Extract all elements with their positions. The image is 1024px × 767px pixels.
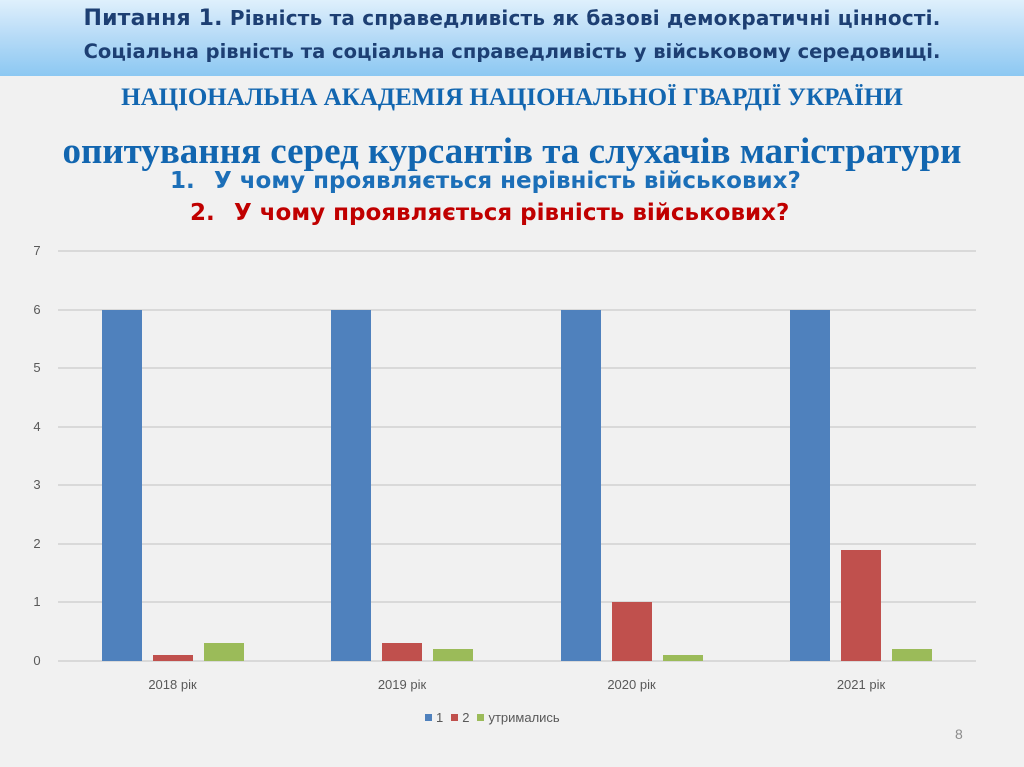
y-axis-tick-label: 6 bbox=[33, 301, 41, 317]
bar-series-3 bbox=[892, 649, 933, 661]
y-axis-tick-label: 2 bbox=[33, 535, 41, 551]
x-axis-category-label: 2018 рік bbox=[148, 677, 197, 692]
legend-label-2: 2 bbox=[462, 710, 470, 725]
x-axis-category-label: 2019 рік bbox=[377, 677, 427, 692]
bar-series-1 bbox=[101, 309, 142, 661]
page-number: 8 bbox=[955, 726, 963, 742]
header-line-2: Соціальна рівність та соціальна справедл… bbox=[83, 40, 941, 63]
gridline bbox=[58, 660, 976, 662]
legend-item-abstained: утримались bbox=[477, 710, 560, 725]
question-2-number: 2. bbox=[190, 200, 215, 226]
academy-title: НАЦІОНАЛЬНА АКАДЕМІЯ НАЦІОНАЛЬНОЇ ГВАРДІ… bbox=[121, 84, 903, 111]
gridline bbox=[58, 601, 976, 604]
y-axis-tick-label: 3 bbox=[33, 477, 41, 493]
bar-series-3 bbox=[433, 649, 474, 661]
x-axis-category-label: 2021 рік bbox=[836, 677, 886, 692]
legend-item-2: 2 bbox=[451, 710, 469, 725]
legend-swatch-blue-icon bbox=[425, 714, 432, 721]
bar-series-1 bbox=[790, 309, 831, 661]
slide-header: Питання 1. Рівність та справедливість як… bbox=[0, 0, 1024, 76]
header-line-1-text: Рівність та справедливість як базові дем… bbox=[222, 6, 941, 30]
question-1: 1. У чому проявляється нерівність військо… bbox=[170, 168, 801, 194]
legend-label-abstained: утримались bbox=[488, 710, 560, 725]
y-axis-tick-label: 7 bbox=[33, 243, 41, 258]
chart-legend: 1 2 утримались bbox=[425, 710, 560, 725]
gridline bbox=[58, 308, 976, 311]
gridline bbox=[58, 542, 976, 545]
legend-item-1: 1 bbox=[425, 710, 443, 725]
legend-label-1: 1 bbox=[436, 710, 444, 725]
gridline bbox=[58, 425, 976, 428]
header-line-1: Питання 1. Рівність та справедливість як… bbox=[0, 6, 1024, 31]
survey-title: опитування серед курсантів та слухачів м… bbox=[62, 131, 962, 172]
bar-series-3 bbox=[203, 643, 244, 661]
question-2: 2. У чому проявляється рівність військови… bbox=[190, 200, 789, 226]
gridline bbox=[58, 367, 976, 370]
question-label: Питання 1. bbox=[83, 6, 223, 31]
question-2-text: У чому проявляється рівність військових? bbox=[234, 200, 790, 226]
gridline bbox=[58, 250, 976, 252]
y-axis-tick-label: 5 bbox=[33, 360, 41, 376]
bar-series-2 bbox=[382, 643, 423, 661]
bar-series-2 bbox=[841, 549, 882, 661]
legend-swatch-red-icon bbox=[451, 714, 459, 721]
legend-swatch-green-icon bbox=[477, 714, 485, 721]
bar-series-2 bbox=[152, 655, 193, 661]
y-axis-tick-label: 4 bbox=[33, 418, 41, 434]
x-axis-category-label: 2020 рік bbox=[607, 677, 656, 692]
bar-series-2 bbox=[611, 602, 652, 661]
bar-series-3 bbox=[662, 655, 703, 661]
y-axis-tick-label: 0 bbox=[33, 653, 41, 668]
bar-series-1 bbox=[560, 309, 601, 661]
gridline bbox=[58, 484, 976, 487]
question-1-number: 1. bbox=[170, 168, 195, 194]
y-axis-tick-label: 1 bbox=[33, 594, 41, 610]
question-1-text: У чому проявляється нерівність військови… bbox=[214, 168, 801, 194]
bar-series-1 bbox=[331, 309, 372, 661]
